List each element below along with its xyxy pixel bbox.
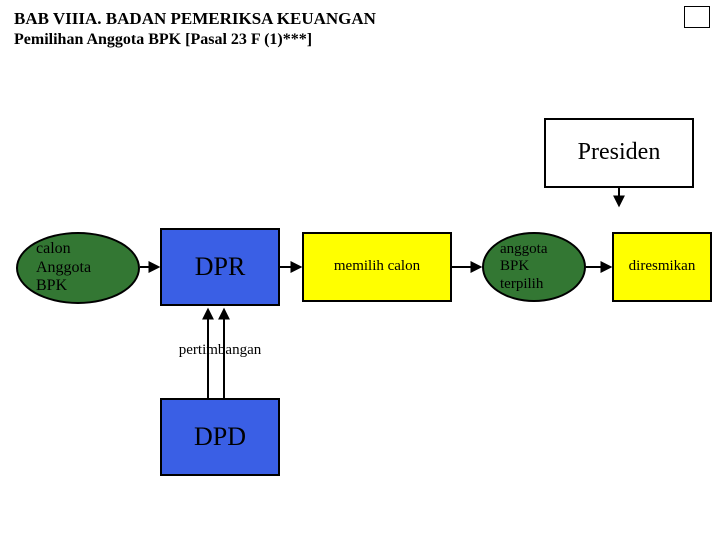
- node-dpr: DPR: [160, 228, 280, 306]
- node-diresmikan: diresmikan: [612, 232, 712, 302]
- header-title: BAB VIIIA. BADAN PEMERIKSA KEUANGAN: [14, 8, 376, 30]
- corner-box-icon: [684, 6, 710, 28]
- node-dpd-label: DPD: [194, 422, 246, 452]
- node-diresmikan-label: diresmikan: [629, 258, 696, 275]
- node-anggota: anggota BPK terpilih: [482, 232, 586, 302]
- label-pertimbangan: pertimbangan: [160, 342, 280, 359]
- node-memilih: memilih calon: [302, 232, 452, 302]
- node-anggota-label: anggota BPK terpilih: [500, 241, 547, 293]
- node-calon-label: calon Anggota BPK: [36, 240, 91, 295]
- node-memilih-label: memilih calon: [334, 258, 420, 275]
- page-header: BAB VIIIA. BADAN PEMERIKSA KEUANGAN Pemi…: [14, 8, 376, 51]
- node-dpr-label: DPR: [195, 252, 246, 282]
- node-calon: calon Anggota BPK: [16, 232, 140, 304]
- header-subtitle: Pemilihan Anggota BPK [Pasal 23 F (1)***…: [14, 30, 376, 51]
- node-presiden-label: Presiden: [578, 139, 661, 167]
- node-dpd: DPD: [160, 398, 280, 476]
- node-presiden: Presiden: [544, 118, 694, 188]
